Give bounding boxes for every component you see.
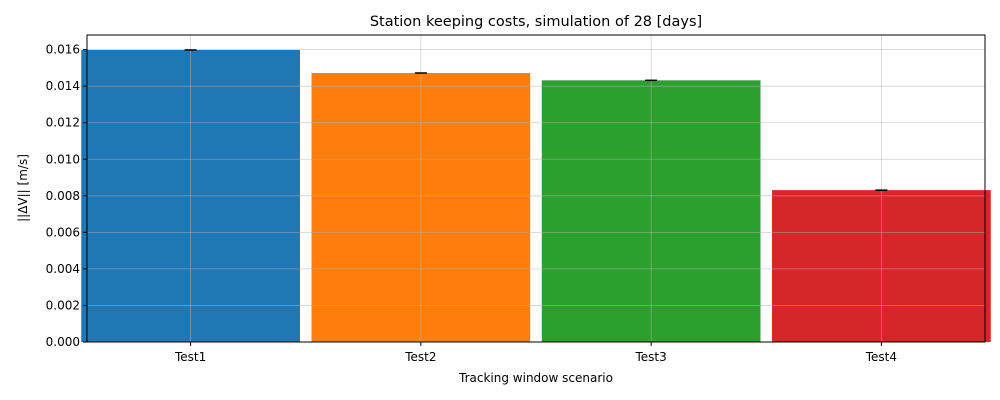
y-tick-label: 0.012 [46, 116, 80, 130]
x-tick-label-test4: Test4 [865, 350, 897, 364]
y-axis-label: ||ΔV|| [m/s] [16, 154, 30, 222]
y-tick-label: 0.000 [46, 335, 80, 349]
x-tick-label-test2: Test2 [404, 350, 436, 364]
y-tick-label: 0.002 [46, 298, 80, 312]
x-tick-label-test3: Test3 [634, 350, 666, 364]
plot-frame [86, 34, 986, 343]
x-axis: Test1 Test2 Test3 Test4 [174, 342, 897, 364]
y-tick-label: 0.008 [46, 189, 80, 203]
chart-title: Station keeping costs, simulation of 28 … [370, 14, 702, 30]
y-tick-label: 0.006 [46, 225, 80, 239]
y-tick-label: 0.010 [46, 152, 80, 166]
y-axis: 0.000 0.002 0.004 0.006 0.008 0.010 0.012 0.014… [46, 43, 87, 349]
y-tick-label: 0.004 [46, 262, 80, 276]
x-axis-label: Tracking window scenario [458, 371, 613, 385]
x-tick-label-test1: Test1 [174, 350, 206, 364]
error-bars [184, 49, 888, 191]
y-tick-label: 0.014 [46, 79, 80, 93]
y-tick-label: 0.016 [46, 43, 80, 57]
